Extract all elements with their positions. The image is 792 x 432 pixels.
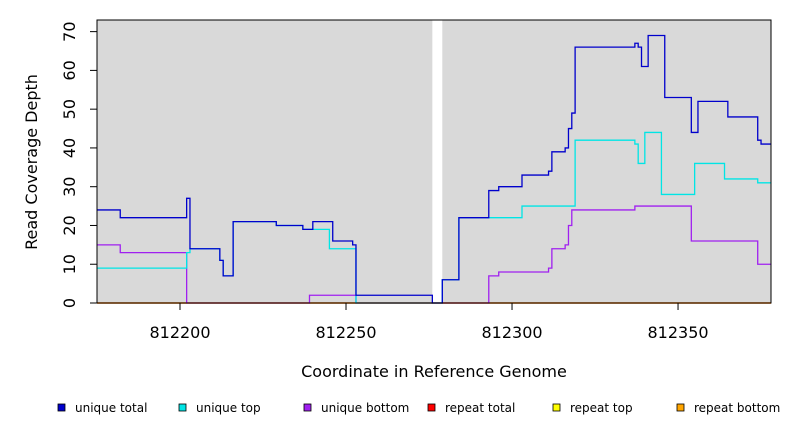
x-axis: 812200 812250 812300 812350 xyxy=(149,303,709,342)
y-tick-label: 40 xyxy=(60,138,79,158)
legend-label-unique-total: unique total xyxy=(75,401,147,415)
legend-label-repeat-bottom: repeat bottom xyxy=(694,401,780,415)
legend-label-unique-top: unique top xyxy=(196,401,261,415)
shaded-bands xyxy=(97,20,771,303)
legend-label-repeat-total: repeat total xyxy=(445,401,515,415)
y-tick-label: 30 xyxy=(60,177,79,197)
y-tick-label: 10 xyxy=(60,254,79,274)
x-tick-label: 812350 xyxy=(647,323,708,342)
legend-swatch-unique-total xyxy=(57,403,66,412)
series-line-unique-total xyxy=(97,34,771,304)
legend-label-unique-bottom: unique bottom xyxy=(321,401,409,415)
y-axis: 0 10 20 30 40 50 60 70 xyxy=(60,21,97,308)
legend-swatch-repeat-top xyxy=(552,403,561,412)
legend: unique total unique top unique bottom repea… xyxy=(57,401,780,415)
legend-label-repeat-top: repeat top xyxy=(570,401,633,415)
y-tick-label: 20 xyxy=(60,215,79,235)
x-tick-label: 812300 xyxy=(481,323,542,342)
y-tick-label: 0 xyxy=(60,298,79,308)
x-axis-title: Coordinate in Reference Genome xyxy=(301,362,567,381)
y-tick-label: 60 xyxy=(60,60,79,80)
legend-swatch-unique-bottom xyxy=(303,403,312,412)
x-tick-label: 812200 xyxy=(149,323,210,342)
shaded-band-1 xyxy=(97,20,433,303)
legend-swatch-unique-top xyxy=(178,403,187,412)
legend-swatch-repeat-total xyxy=(427,403,436,412)
x-tick-label: 812250 xyxy=(315,323,376,342)
plot-frame xyxy=(96,19,772,304)
legend-swatch-repeat-bottom xyxy=(676,403,685,412)
y-tick-label: 50 xyxy=(60,99,79,119)
shaded-band-2 xyxy=(442,20,771,303)
y-axis-title: Read Coverage Depth xyxy=(22,74,41,250)
y-tick-label: 70 xyxy=(60,21,79,41)
